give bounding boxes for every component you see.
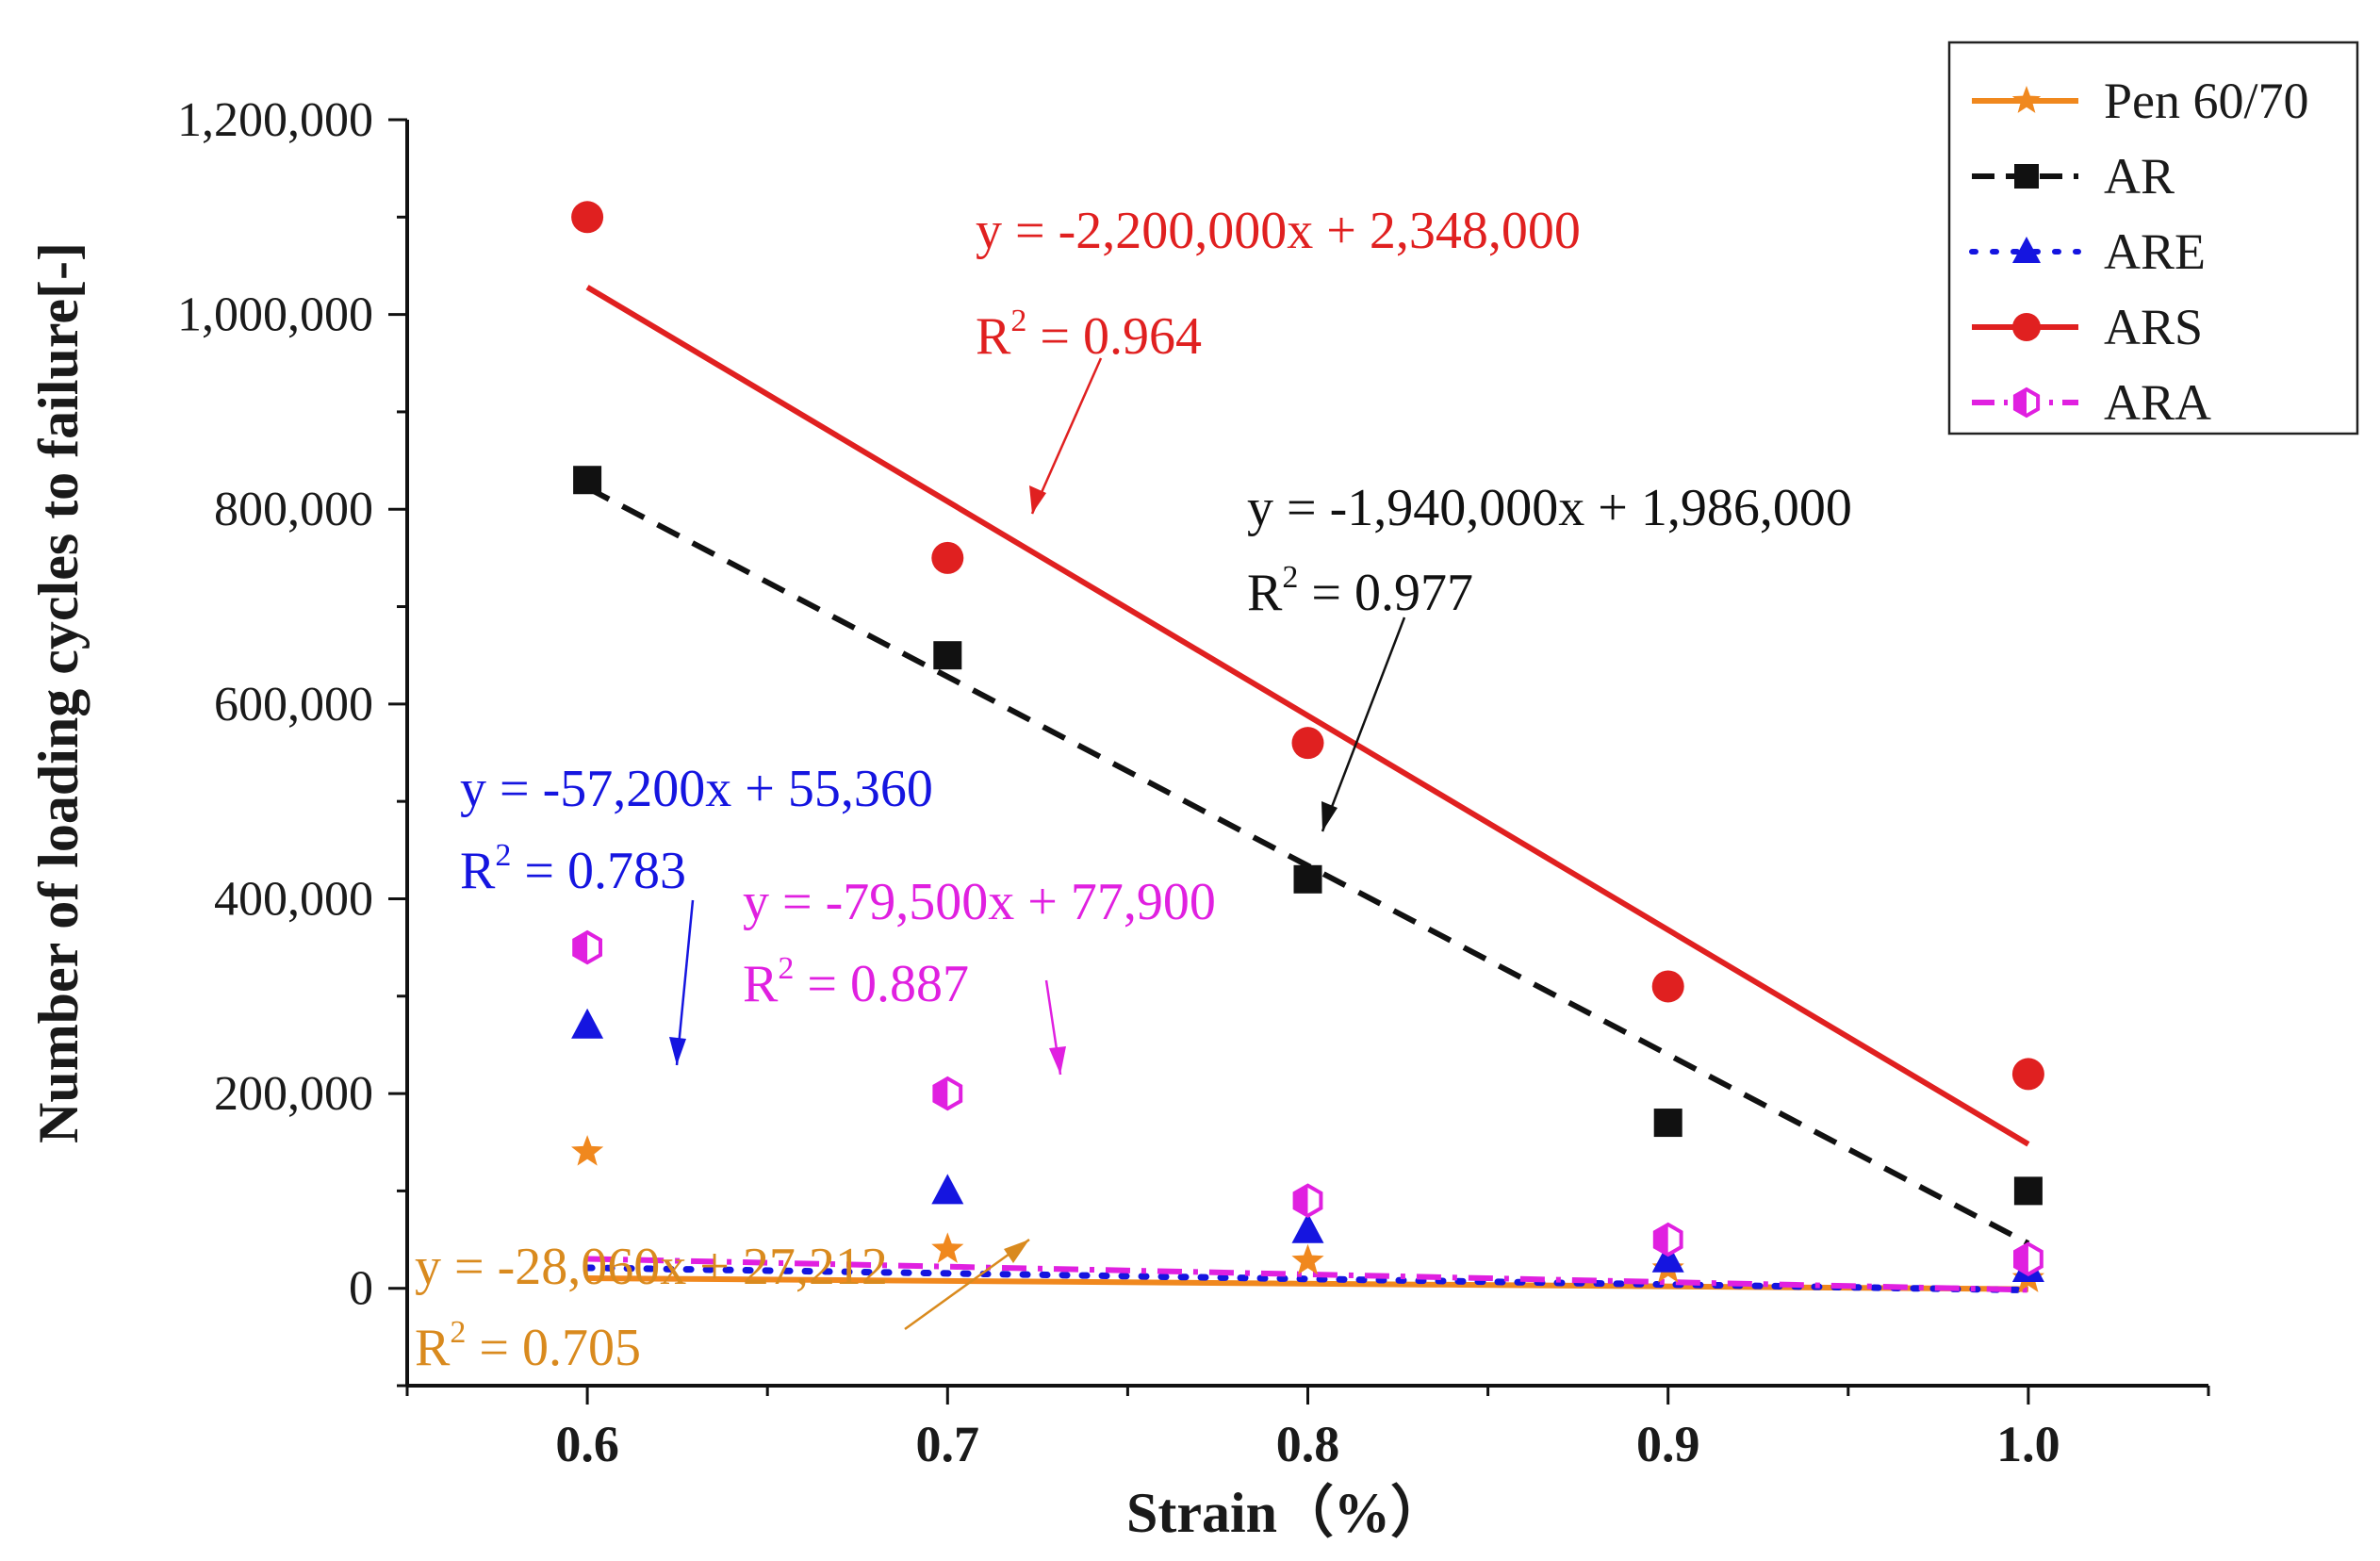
axes-layer: 0 200,000 400,000 600,000 800,000 1,000,000 1,… — [177, 93, 2210, 1472]
markers-layer — [571, 201, 2044, 1292]
r2-pen-value: = 0.705 — [466, 1319, 641, 1377]
equation-ara: y = -79,500x + 77,900 — [743, 873, 1216, 931]
data-point-pen — [571, 1135, 604, 1166]
data-point-ara — [1652, 1222, 1683, 1257]
pointer-are — [675, 899, 695, 1066]
data-point-ar — [573, 466, 602, 495]
x-tick-label: 0.8 — [1276, 1416, 1340, 1472]
legend-box — [1947, 41, 2359, 435]
data-point-ara-fill — [934, 1078, 948, 1109]
r2-are-label: R — [460, 842, 496, 900]
r2-ara: R2 = 0.887 — [743, 951, 969, 1013]
data-point-ars — [2011, 1058, 2044, 1091]
r2-ara-value: = 0.887 — [794, 955, 969, 1013]
data-point-ara-fill — [574, 932, 588, 963]
data-point-ara — [1292, 1183, 1323, 1219]
r2-are: R2 = 0.783 — [460, 838, 686, 900]
pointer-ar — [1321, 616, 1406, 832]
data-point-ara — [572, 929, 602, 965]
fit-line-ara — [587, 1256, 2028, 1293]
r2-ar-value: = 0.977 — [1298, 564, 1473, 622]
legend-marker-ara-fill — [2014, 389, 2027, 416]
fit-line-are — [583, 1264, 2032, 1294]
data-point-pen — [1291, 1243, 1324, 1275]
data-point-ars — [931, 541, 964, 574]
x-tick-label: 0.6 — [555, 1416, 619, 1472]
legend-label-ara: ARA — [2104, 374, 2211, 431]
y-tick-label: 400,000 — [214, 872, 373, 926]
legend: Pen 60/70 AR ARE ARS ARA — [1947, 41, 2359, 435]
legend-marker-pen — [2011, 86, 2042, 113]
data-point-ar — [1293, 864, 1322, 894]
data-point-ar — [933, 641, 962, 670]
legend-label-ar: AR — [2104, 148, 2175, 205]
legend-marker-are — [2012, 237, 2041, 263]
y-tick-label: 200,000 — [214, 1067, 373, 1121]
data-point-are — [1651, 1241, 1684, 1273]
data-point-ara — [932, 1076, 963, 1111]
r2-pen: R2 = 0.705 — [415, 1315, 641, 1377]
y-tick-label: 800,000 — [214, 483, 373, 536]
annotation-ara: y = -79,500x + 77,900 R2 = 0.887 — [743, 873, 1216, 1076]
y-tick-label: 0 — [349, 1262, 373, 1316]
legend-label-ars: ARS — [2104, 299, 2203, 355]
pointer-pen-head — [1004, 1240, 1029, 1263]
r2-ar-label: R — [1247, 564, 1283, 622]
x-tick-label: 0.7 — [916, 1416, 980, 1472]
r2-ars: R2 = 0.964 — [976, 304, 1202, 366]
data-point-pen — [931, 1232, 964, 1263]
data-point-are — [931, 1174, 964, 1205]
data-point-ar — [1653, 1109, 1682, 1138]
data-point-are — [1291, 1212, 1324, 1243]
annotation-ar: y = -1,940,000x + 1,986,000 R2 = 0.977 — [1247, 479, 1852, 832]
legend-label-pen: Pen 60/70 — [2104, 73, 2309, 129]
data-point-ara-fill — [1294, 1185, 1308, 1216]
r2-are-value: = 0.783 — [511, 842, 686, 900]
data-point-ars — [1651, 970, 1684, 1003]
y-tick-label: 1,200,000 — [177, 93, 373, 147]
legend-label-are: ARE — [2104, 223, 2206, 280]
r2-ars-label: R — [976, 307, 1011, 366]
equation-are: y = -57,200x + 55,360 — [460, 760, 933, 818]
r2-ars-value: = 0.964 — [1026, 307, 1202, 366]
pointer-are-head — [669, 1037, 686, 1065]
y-tick-label: 1,000,000 — [177, 288, 373, 342]
fit-line-ars — [585, 285, 2030, 1147]
annotation-are: y = -57,200x + 55,360 R2 = 0.783 — [460, 760, 933, 1066]
r2-pen-label: R — [415, 1319, 451, 1377]
pointer-ara-head — [1049, 1046, 1066, 1075]
legend-marker-ar — [2014, 164, 2039, 189]
data-point-ars — [571, 201, 604, 234]
pointer-ar-head — [1321, 801, 1338, 831]
equation-ars: y = -2,200,000x + 2,348,000 — [976, 202, 1581, 260]
y-axis-title: Number of loading cycles to failure[-] — [27, 242, 90, 1143]
x-tick-label: 1.0 — [1996, 1416, 2060, 1472]
data-point-ara-fill — [2015, 1243, 2028, 1274]
equation-pen: y = -28,060x + 27,212 — [415, 1238, 888, 1296]
r2-ar: R2 = 0.977 — [1247, 560, 1473, 622]
data-point-ar — [2013, 1176, 2043, 1206]
legend-marker-ars — [2012, 313, 2041, 341]
data-point-ara — [2013, 1241, 2044, 1277]
y-tick-label: 600,000 — [214, 678, 373, 731]
legend-marker-ara — [2012, 386, 2041, 419]
data-point-are — [571, 1008, 604, 1039]
pointer-ars-head — [1029, 485, 1046, 514]
pointer-ars — [1030, 357, 1103, 515]
r2-ara-label: R — [743, 955, 779, 1013]
equation-ar: y = -1,940,000x + 1,986,000 — [1247, 479, 1852, 537]
annotation-ars: y = -2,200,000x + 2,348,000 R2 = 0.964 — [976, 202, 1581, 515]
x-axis-title: Strain（%） — [1126, 1481, 1447, 1544]
data-point-ars — [1291, 727, 1324, 760]
data-point-ara-fill — [1654, 1224, 1668, 1256]
annotation-pen: y = -28,060x + 27,212 R2 = 0.705 — [415, 1238, 1030, 1377]
x-tick-label: 0.9 — [1636, 1416, 1700, 1472]
